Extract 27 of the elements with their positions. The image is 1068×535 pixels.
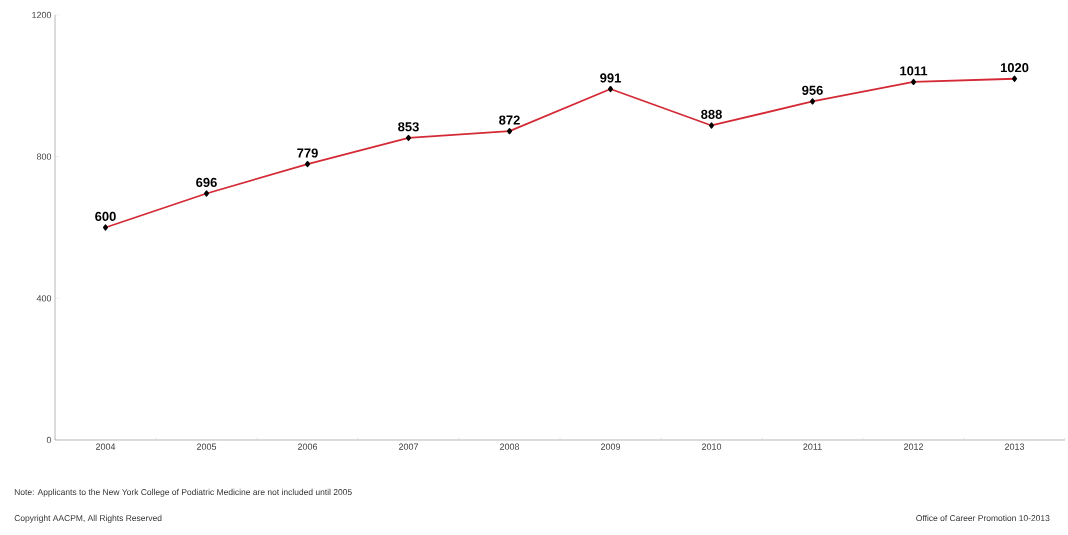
x-tick-label: 2013 xyxy=(1005,443,1025,450)
x-tick-label: 2010 xyxy=(701,443,722,450)
text: Note: Applicants to the New York College of Podiatric Medicine are not included until 2005 xyxy=(14,488,352,497)
y-tick-label: 800 xyxy=(36,153,52,160)
data-label: 779 xyxy=(297,148,318,158)
data-label: 1020 xyxy=(1000,63,1029,73)
x-tick-label: 2004 xyxy=(95,443,116,450)
x-tick-label: 2007 xyxy=(398,443,419,450)
x-tick-label: 2009 xyxy=(600,443,621,450)
text: Office of Career Promotion 10-2013 xyxy=(916,514,1050,522)
y-tick-label: 1200 xyxy=(32,11,52,19)
y-tick-label: 400 xyxy=(36,295,52,302)
y-tick-label: 0 xyxy=(46,436,52,444)
data-label: 888 xyxy=(701,109,722,119)
x-tick-label: 2011 xyxy=(803,443,822,450)
x-tick-label: 2008 xyxy=(499,443,520,450)
data-label: 872 xyxy=(499,115,520,125)
data-label: 956 xyxy=(802,85,823,95)
x-tick-label: 2012 xyxy=(904,443,924,450)
x-tick-label: 2005 xyxy=(196,443,217,450)
data-label: 853 xyxy=(398,122,419,132)
x-tick-label: 2006 xyxy=(297,443,318,450)
data-label: 600 xyxy=(95,211,116,221)
data-label: 1011 xyxy=(900,66,928,76)
text: Copyright AACPM, All Rights Reserved xyxy=(14,514,162,523)
data-label: 991 xyxy=(600,73,621,83)
data-label: 696 xyxy=(196,177,217,187)
